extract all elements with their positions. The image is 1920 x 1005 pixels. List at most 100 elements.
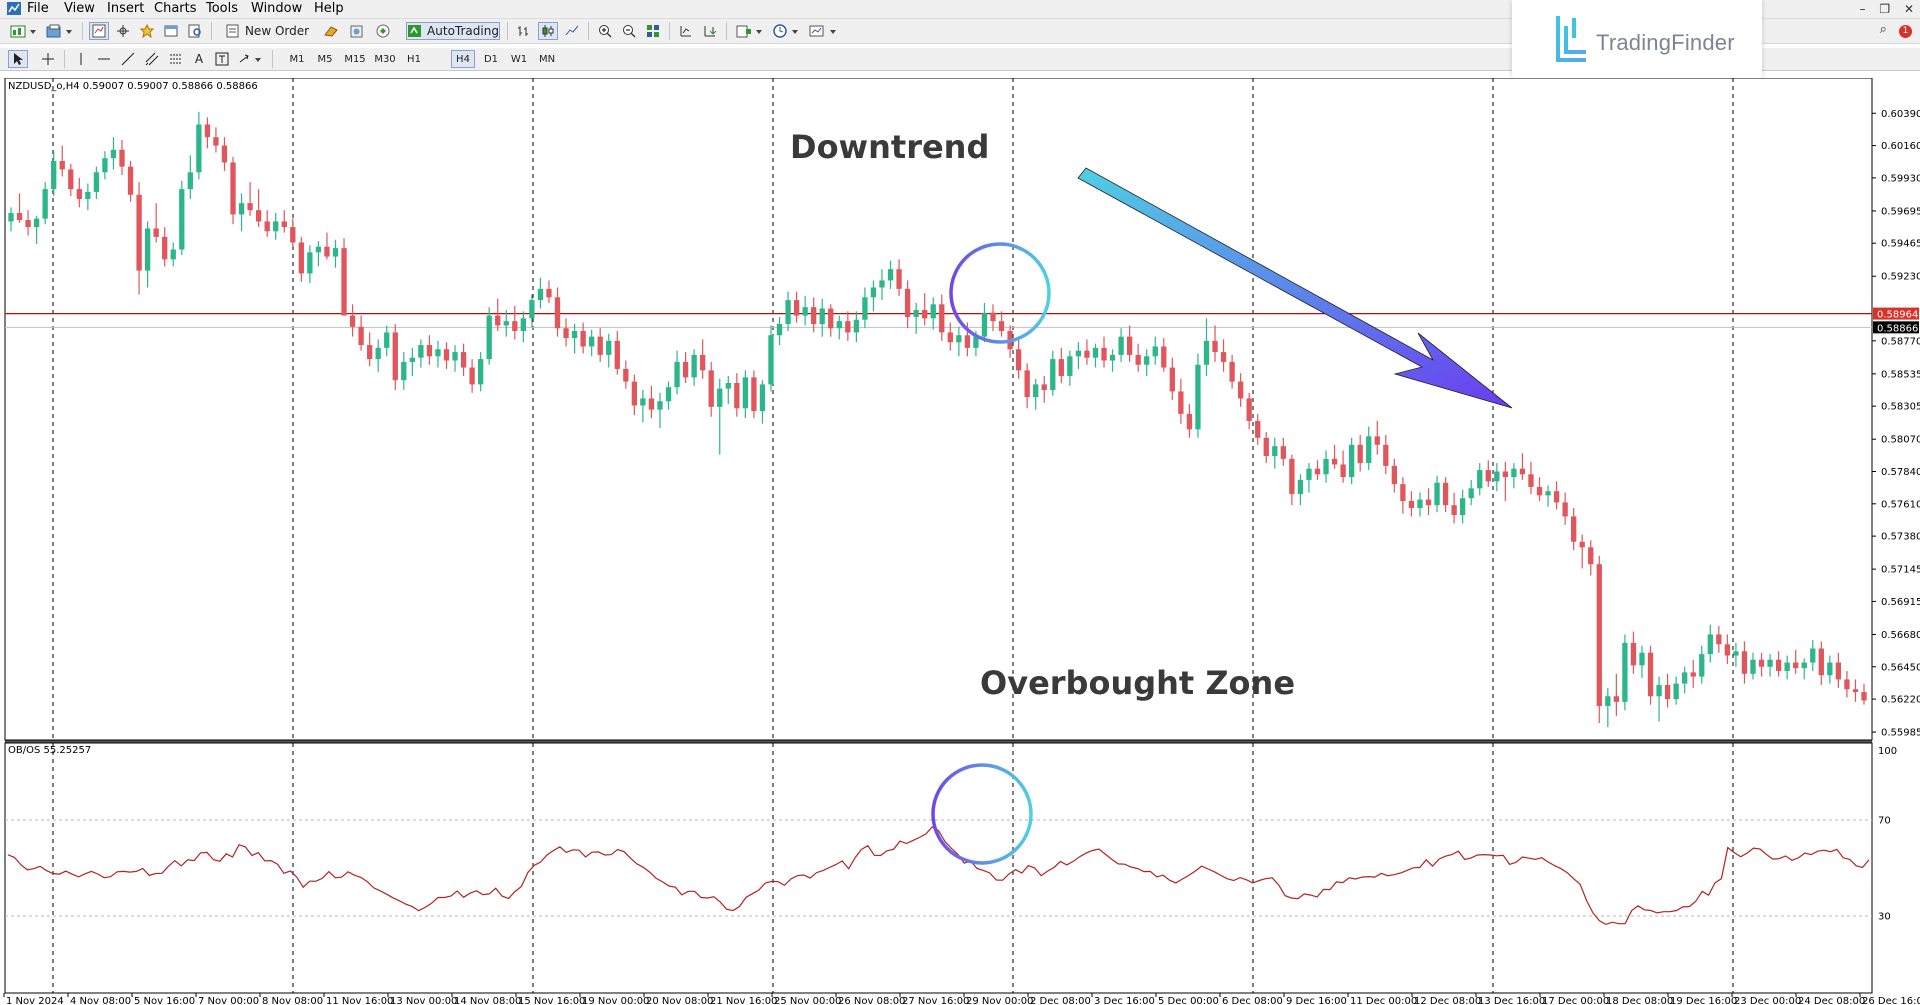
candle-bear — [1374, 436, 1380, 445]
time-tick-label: 25 Nov 00:00 — [774, 996, 841, 1005]
tf-m5[interactable]: M5 — [317, 53, 333, 65]
tf-mn[interactable]: MN — [538, 53, 556, 65]
candle-bear — [1015, 349, 1022, 371]
candle-bull — [1417, 499, 1423, 509]
candle-bull — [1545, 491, 1551, 496]
candle-bear — [1425, 499, 1432, 506]
menu-help[interactable]: Help — [314, 1, 344, 16]
navigator-button[interactable] — [137, 22, 157, 40]
oscillator-scale-label: 70 — [1878, 816, 1891, 827]
tile-windows-button[interactable] — [643, 22, 663, 40]
candle-bear — [1562, 502, 1568, 517]
signals-button[interactable] — [346, 22, 368, 40]
candle-bull — [51, 161, 57, 190]
time-tick-label: 7 Nov 00:00 — [198, 996, 259, 1005]
new-order-button[interactable]: New Order — [218, 22, 316, 40]
vertical-line-button[interactable] — [72, 50, 90, 68]
horizontal-line-button[interactable] — [94, 50, 114, 68]
current-price-tag — [1873, 321, 1919, 334]
candle-bear — [358, 326, 364, 346]
trendline-button[interactable] — [118, 50, 138, 68]
terminal-button[interactable] — [161, 22, 181, 40]
menu-window[interactable]: Window — [251, 1, 303, 16]
candle-bull — [409, 357, 415, 362]
candle-bear — [682, 361, 689, 378]
candle-bull — [1118, 336, 1124, 355]
trendline-icon — [121, 52, 135, 66]
autotrading-icon — [408, 25, 422, 37]
tf-m30[interactable]: M30 — [374, 53, 396, 65]
autotrading-button[interactable]: AutoTrading — [406, 22, 500, 40]
autoscroll-button[interactable] — [700, 22, 720, 40]
line-chart-icon — [565, 25, 579, 36]
arrows-icon — [239, 54, 261, 63]
new-order-icon — [226, 24, 239, 38]
candle-bull — [665, 387, 672, 402]
candle-bull — [529, 300, 535, 319]
vertical-line-icon — [80, 53, 82, 65]
tf-h1[interactable]: H1 — [407, 53, 421, 65]
line-chart-button[interactable] — [562, 22, 582, 40]
candle-bull — [589, 336, 595, 347]
metaeditor-button[interactable] — [320, 22, 342, 40]
candle-bear — [845, 321, 851, 333]
top-right-tools: ⌕ 1 — [1880, 22, 1912, 38]
candle-bull — [85, 191, 91, 199]
menu-charts[interactable]: Charts — [154, 1, 197, 16]
arrows-button[interactable] — [236, 50, 266, 68]
oscillator-panel[interactable] — [4, 742, 1873, 994]
close-icon[interactable]: ✕ — [1903, 2, 1914, 16]
menu-insert[interactable]: Insert — [107, 1, 145, 16]
market-watch-button[interactable] — [89, 22, 109, 40]
crosshair-data-icon — [117, 25, 129, 37]
chart-shift-button[interactable] — [676, 22, 696, 40]
text-label-button[interactable] — [212, 50, 232, 68]
zoom-out-button[interactable] — [619, 22, 639, 40]
candle-bear — [204, 124, 211, 138]
candle-bear — [366, 345, 373, 360]
zoom-in-button[interactable] — [595, 22, 615, 40]
tf-d1[interactable]: D1 — [483, 53, 499, 65]
signals-icon — [350, 25, 363, 38]
profiles-button[interactable] — [44, 22, 76, 40]
market-watch-icon — [92, 24, 106, 38]
time-tick-label: 6 Dec 08:00 — [1222, 996, 1283, 1005]
indicators-button[interactable] — [733, 22, 767, 40]
price-chart[interactable]: 0.60390 0.60160 0.59930 0.59695 0.59465 0.592… — [0, 78, 1920, 1005]
bar-chart-button[interactable] — [514, 22, 534, 40]
price-tick-label: 0.56450 — [1881, 662, 1920, 673]
market-button[interactable] — [372, 22, 394, 40]
strategy-tester-button[interactable] — [185, 22, 205, 40]
restore-icon[interactable]: ❐ — [1879, 2, 1891, 16]
price-panel[interactable] — [4, 78, 1873, 741]
menu-file[interactable]: File — [27, 1, 49, 16]
candle-bull — [571, 331, 578, 339]
candle-bear — [1861, 692, 1867, 701]
fibonacci-button[interactable] — [166, 50, 186, 68]
menu-tools[interactable]: Tools — [206, 1, 239, 16]
periodicity-button[interactable] — [771, 22, 803, 40]
candle-bull — [802, 307, 808, 316]
candle-bull — [1767, 659, 1773, 667]
downtrend-annotation: Downtrend — [790, 128, 990, 166]
data-window-button[interactable] — [113, 22, 133, 40]
tf-w1[interactable]: W1 — [510, 53, 528, 65]
candle-bull — [674, 361, 680, 388]
templates-button[interactable] — [807, 22, 841, 40]
tf-m1[interactable]: M1 — [289, 53, 305, 65]
candlestick-button[interactable] — [538, 22, 558, 40]
search-icon[interactable]: ⌕ — [1879, 22, 1887, 37]
candle-bull — [1511, 468, 1517, 478]
menu-view[interactable]: View — [64, 1, 95, 16]
symbol-info-label: NZDUSD_o,H4 0.59007 0.59007 0.58866 0.58… — [8, 81, 258, 92]
crosshair-button[interactable] — [38, 50, 58, 68]
channel-button[interactable] — [142, 50, 162, 68]
minimize-icon[interactable]: – — [1859, 2, 1866, 16]
candle-bull — [144, 228, 151, 271]
text-button[interactable]: A — [190, 50, 208, 68]
new-chart-button[interactable] — [8, 22, 40, 40]
tf-m15[interactable]: M15 — [344, 53, 366, 65]
cursor-button[interactable] — [8, 50, 28, 68]
notification-icon[interactable]: 1 — [1899, 25, 1912, 38]
tf-h4[interactable]: H4 — [451, 50, 475, 68]
